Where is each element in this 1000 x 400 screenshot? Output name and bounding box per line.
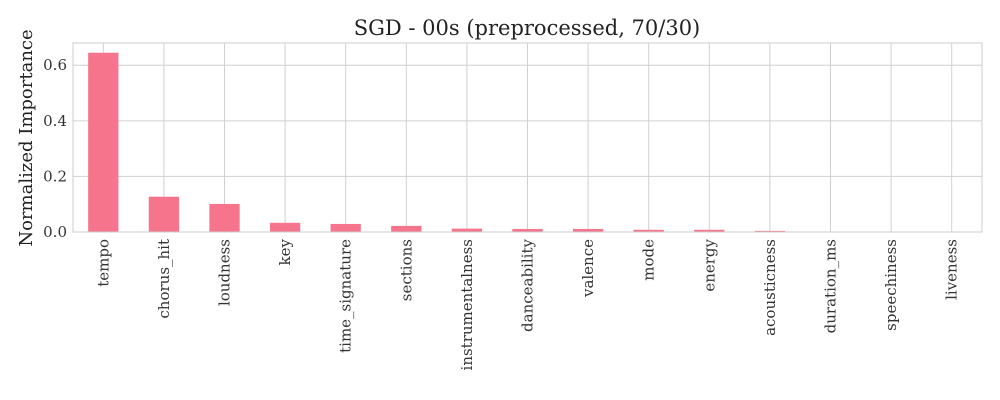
bar-instrumentalness — [451, 228, 483, 232]
y-tick-labels: 0.0 0.2 0.4 0.6 — [43, 56, 67, 241]
x-tick-label: key — [276, 238, 294, 265]
bar-mode — [633, 229, 664, 232]
bar-danceability — [512, 228, 543, 232]
y-axis-label: Normalized Importance — [16, 29, 37, 246]
x-tick-label: loudness — [216, 239, 234, 306]
x-tick-label: valence — [579, 239, 597, 298]
bar-valence — [572, 228, 604, 232]
bar-sections — [391, 225, 422, 232]
y-tick-label: 0.6 — [43, 56, 67, 74]
bar-time-signature — [330, 223, 361, 232]
bar-acousticness — [754, 230, 786, 232]
grid-lines — [73, 43, 982, 233]
x-tick-label: danceability — [519, 238, 537, 331]
x-tick-label: time_signature — [337, 239, 355, 353]
bar-tempo — [88, 52, 119, 233]
x-tick-label: tempo — [94, 239, 112, 287]
x-tick-label: energy — [700, 238, 718, 291]
x-tick-label: instrumentalness — [458, 239, 476, 370]
bar-loudness — [209, 203, 240, 232]
x-tick-label: mode — [640, 239, 658, 281]
y-tick-label: 0.0 — [43, 223, 67, 241]
x-tick-labels: tempo chorus_hit loudness key time_signature… — [94, 238, 960, 370]
plot-frame — [72, 42, 983, 233]
x-tick-label: duration_ms — [822, 239, 840, 333]
x-tick-label: acousticness — [761, 239, 779, 336]
x-tick-label: speechiness — [882, 239, 900, 331]
bars — [88, 52, 967, 233]
x-tick-label: chorus_hit — [155, 239, 173, 319]
x-tick-label: liveness — [943, 239, 961, 300]
bar-energy — [694, 229, 725, 232]
y-tick-label: 0.2 — [43, 167, 67, 185]
bar-chorus-hit — [148, 196, 180, 232]
x-tick-label: sections — [397, 239, 415, 301]
chart-title: SGD - 00s (preprocessed, 70/30) — [354, 16, 701, 40]
y-tick-label: 0.4 — [43, 112, 67, 130]
bar-key — [269, 222, 301, 232]
